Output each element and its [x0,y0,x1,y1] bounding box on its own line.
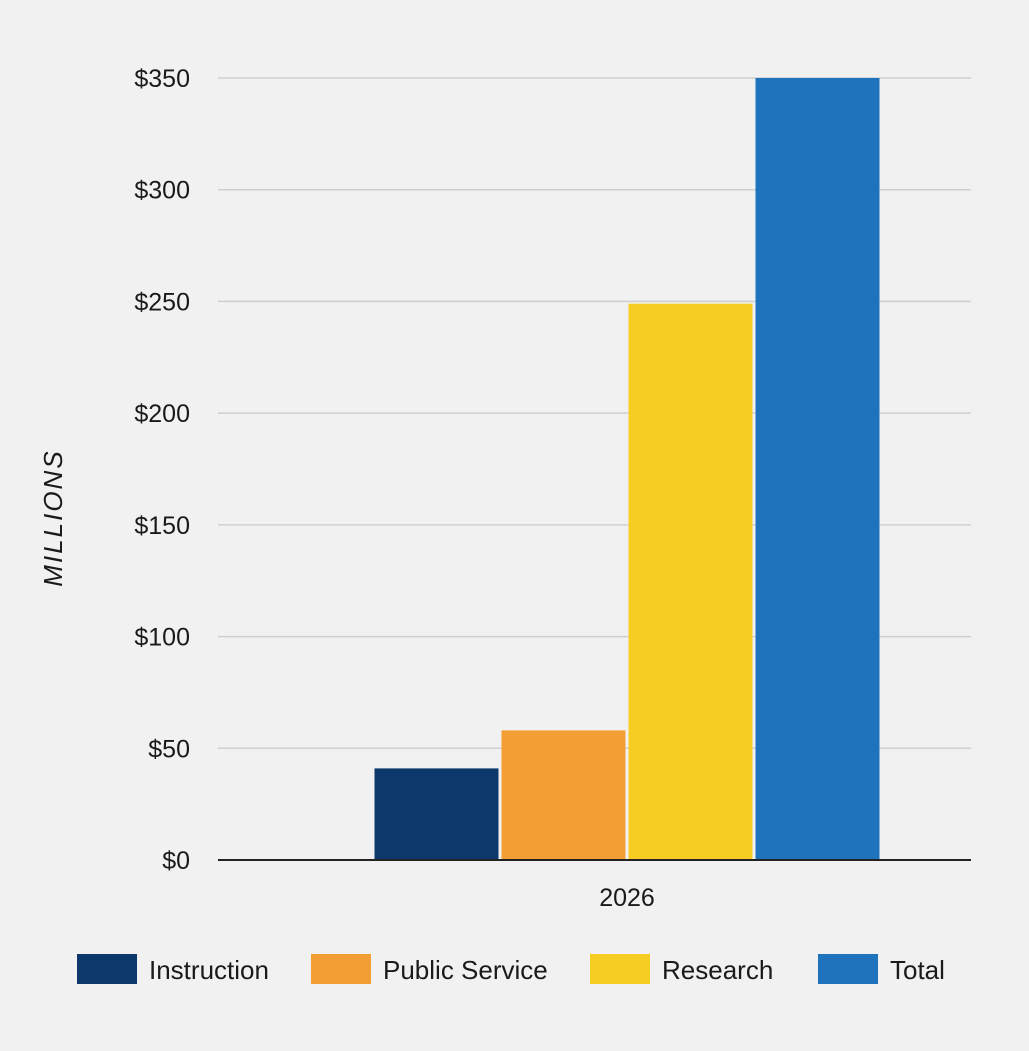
bar-public-service [501,730,626,860]
y-tick-label: $100 [134,624,190,652]
legend-swatch [77,954,137,984]
bar-instruction [374,768,499,860]
y-tick-label: $250 [134,288,190,316]
y-tick-label: $200 [134,400,190,428]
x-category-label: 2026 [599,884,655,912]
y-tick-label: $300 [134,177,190,205]
legend-item-total: Total [818,954,945,985]
y-axis-label: MILLIONS [38,449,68,586]
y-axis-ticks: $0 $50 $100 $150 $200 $250 $300 $350 [134,65,190,875]
y-tick-label: $350 [134,65,190,93]
legend-label: Instruction [149,955,269,985]
bar-research [628,303,753,861]
legend: Instruction Public Service Research Total [77,954,945,985]
legend-item-research: Research [590,954,773,985]
legend-label: Research [662,955,773,985]
gridlines [218,77,971,750]
y-tick-label: $150 [134,512,190,540]
legend-swatch [311,954,371,984]
legend-item-public-service: Public Service [311,954,548,985]
y-tick-label: $50 [148,735,190,763]
legend-swatch [590,954,650,984]
legend-swatch [818,954,878,984]
legend-label: Total [890,955,945,985]
y-tick-label: $0 [162,847,190,875]
bars [374,78,880,861]
legend-label: Public Service [383,955,548,985]
x-axis-categories: 2026 [599,884,655,912]
legend-item-instruction: Instruction [77,954,269,985]
bar-total [755,78,880,860]
